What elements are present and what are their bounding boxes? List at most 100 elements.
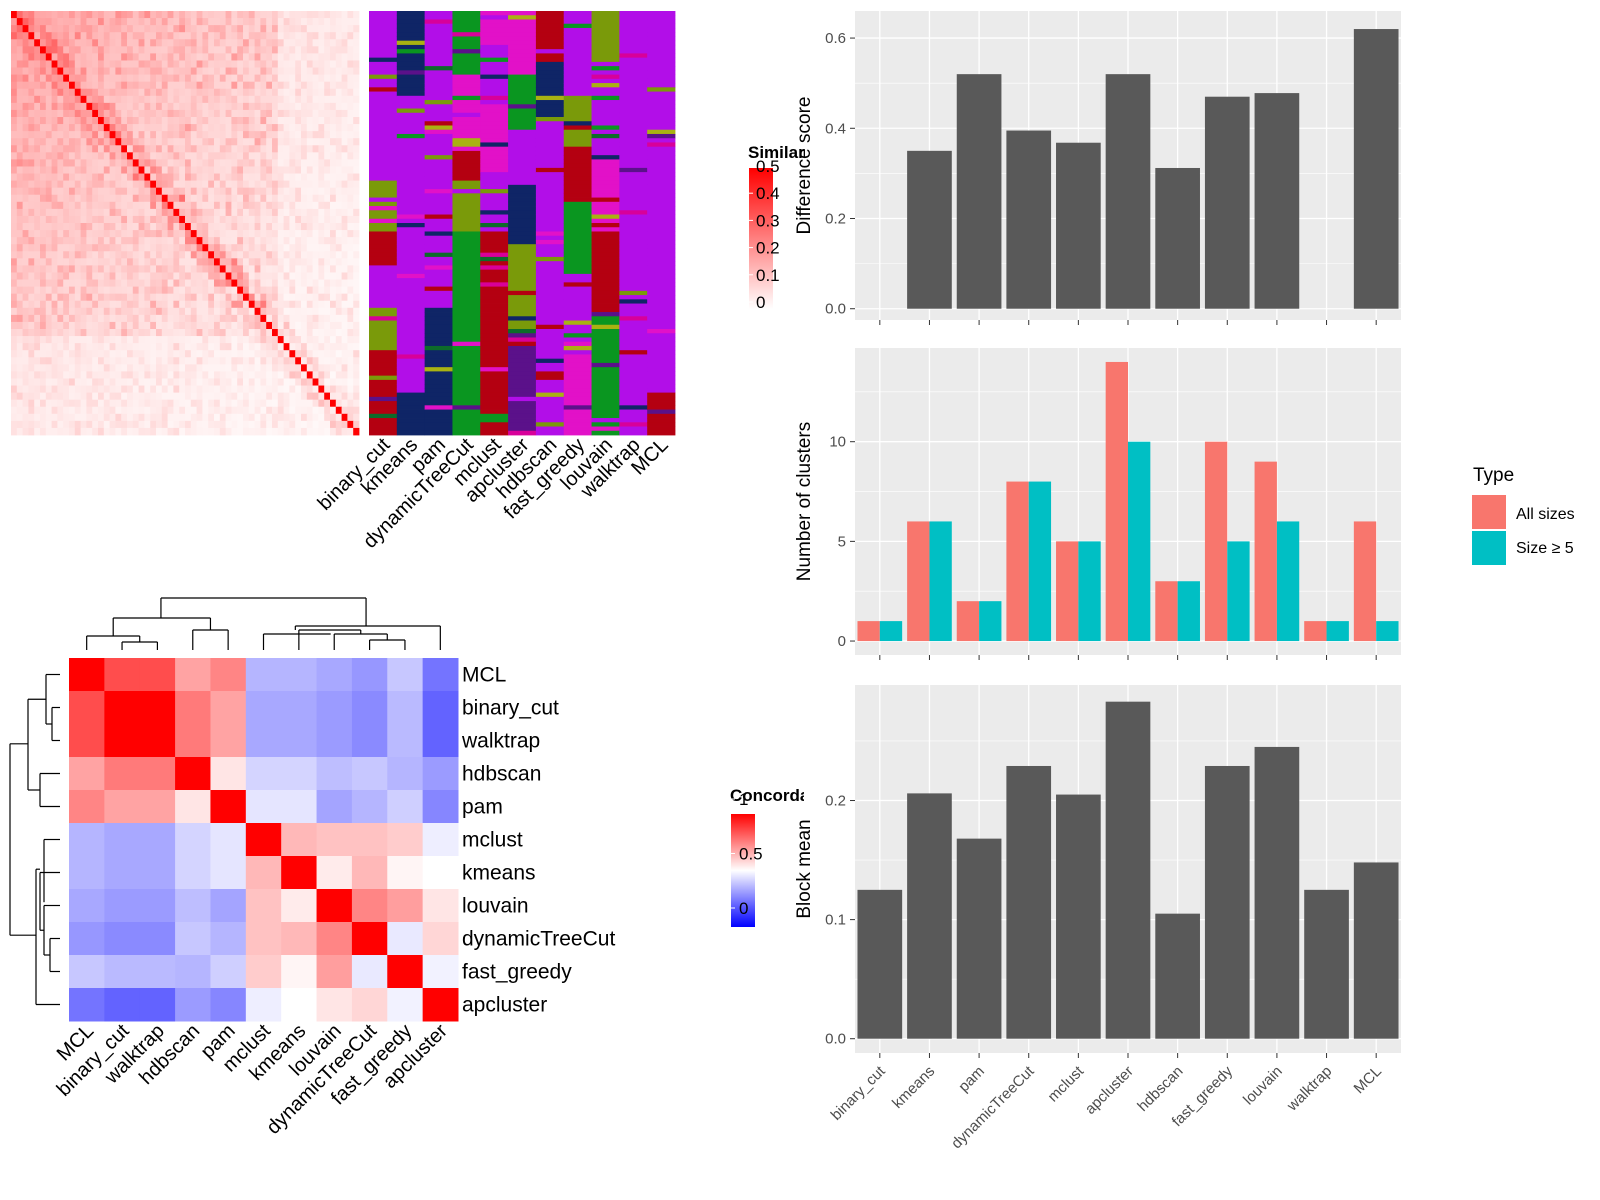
- similarity-cell: [28, 109, 35, 118]
- similarity-cell: [231, 314, 238, 323]
- similarity-cell: [16, 159, 23, 167]
- cluster-cell: [619, 23, 648, 29]
- similarity-cell: [150, 152, 157, 160]
- similarity-cell: [347, 145, 354, 153]
- similarity-cell: [22, 223, 29, 231]
- similarity-cell: [208, 180, 215, 189]
- similarity-cell: [347, 166, 354, 174]
- similarity-cell: [98, 321, 105, 330]
- similarity-cell: [156, 194, 163, 203]
- cluster-cell: [535, 371, 565, 377]
- cluster-cell: [369, 307, 398, 313]
- similarity-cell: [127, 152, 134, 160]
- similarity-cell: [121, 343, 128, 351]
- similarity-cell: [185, 329, 192, 337]
- similarity-cell: [63, 392, 70, 401]
- similarity-cell: [132, 11, 139, 19]
- similarity-cell: [63, 88, 70, 97]
- similarity-cell: [243, 420, 250, 429]
- similarity-cell: [109, 131, 116, 139]
- similarity-cell: [254, 336, 261, 344]
- similarity-cell: [254, 293, 261, 302]
- similarity-cell: [51, 215, 58, 224]
- similarity-cell: [289, 300, 296, 309]
- similarity-cell: [16, 138, 23, 146]
- similarity-cell: [219, 131, 226, 139]
- cluster-cell: [535, 214, 565, 220]
- similarity-cell: [277, 314, 284, 323]
- cluster-cell: [424, 392, 453, 398]
- similarity-cell: [295, 53, 302, 61]
- similarity-cell: [132, 420, 139, 429]
- cluster-cell: [480, 57, 509, 63]
- similarity-cell: [167, 74, 174, 83]
- similarity-cell: [69, 230, 76, 238]
- similarity-cell: [144, 279, 151, 287]
- similarity-cell: [11, 109, 18, 118]
- similarity-cell: [51, 102, 58, 111]
- similarity-cell: [248, 413, 255, 422]
- similarity-cell: [138, 350, 145, 358]
- similarity-cell: [69, 180, 76, 189]
- similarity-cell: [330, 329, 337, 337]
- similarity-cell: [283, 307, 290, 316]
- cluster-cell: [647, 354, 676, 360]
- cluster-cell: [535, 117, 565, 122]
- cluster-cell: [480, 312, 509, 317]
- cluster-cell: [619, 252, 648, 258]
- similarity-cell: [51, 201, 58, 210]
- cluster-cell: [508, 32, 537, 37]
- similarity-cell: [283, 406, 290, 415]
- cluster-cell: [508, 201, 537, 207]
- similarity-cell: [260, 11, 267, 19]
- similarity-cell: [254, 392, 261, 401]
- similarity-cell: [92, 420, 99, 429]
- similarity-cell: [57, 11, 64, 19]
- cluster-cell: [480, 176, 509, 181]
- similarity-cell: [254, 18, 261, 26]
- similarity-cell: [231, 307, 238, 316]
- similarity-cell: [330, 371, 337, 379]
- similarity-cell: [115, 46, 122, 54]
- cluster-cell: [452, 278, 481, 283]
- concordance-cell: [245, 889, 282, 923]
- similarity-cell: [150, 286, 157, 295]
- cluster-cell: [424, 329, 453, 334]
- similarity-cell: [306, 427, 313, 436]
- similarity-cell: [86, 25, 93, 33]
- concordance-cell: [245, 658, 282, 692]
- similarity-cell: [138, 102, 145, 111]
- similarity-cell: [301, 237, 308, 245]
- similarity-cell: [225, 392, 232, 401]
- cluster-cell: [591, 11, 620, 16]
- cluster-cell: [591, 117, 620, 122]
- cluster-cell: [369, 146, 398, 152]
- cluster-cell: [480, 146, 509, 152]
- cluster-cell: [508, 210, 537, 215]
- similarity-cell: [219, 102, 226, 111]
- similarity-cell: [306, 258, 313, 266]
- similarity-cell: [196, 39, 203, 47]
- cluster-cell: [619, 299, 648, 304]
- similarity-cell: [353, 272, 360, 280]
- similarity-cell: [57, 427, 64, 436]
- cluster-cell: [591, 150, 620, 156]
- similarity-cell: [185, 187, 192, 196]
- concordance-cell: [281, 691, 318, 725]
- similarity-cell: [214, 138, 221, 146]
- similarity-cell: [324, 223, 331, 231]
- cluster-cell: [535, 278, 565, 283]
- similarity-cell: [103, 364, 110, 372]
- similarity-cell: [301, 187, 308, 196]
- similarity-cell: [266, 166, 273, 174]
- similarity-cell: [202, 109, 209, 118]
- similarity-cell: [173, 286, 180, 295]
- similarity-cell: [341, 81, 348, 90]
- similarity-cell: [353, 215, 360, 224]
- similarity-cell: [98, 329, 105, 337]
- similarity-cell: [185, 307, 192, 316]
- similarity-cell: [324, 286, 331, 295]
- similarity-cell: [231, 117, 238, 125]
- similarity-cell: [219, 399, 226, 408]
- similarity-cell: [121, 124, 128, 132]
